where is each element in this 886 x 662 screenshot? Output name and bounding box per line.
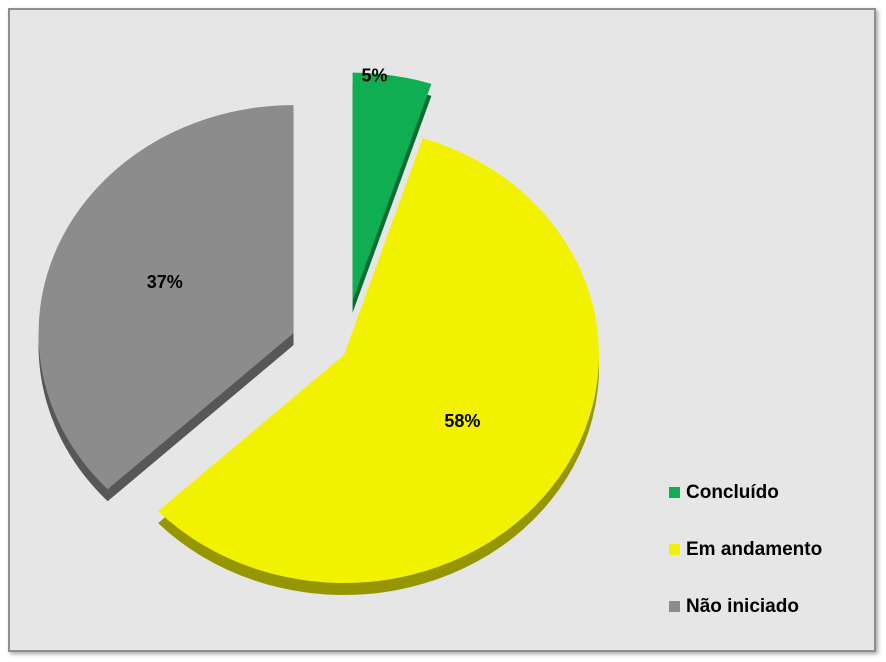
legend-swatch — [669, 487, 680, 498]
legend-item-em-andamento: Em andamento — [669, 537, 822, 562]
slice-nao-iniciado — [38, 105, 294, 490]
legend-swatch — [669, 544, 680, 555]
slice-concluido — [352, 72, 432, 301]
legend-swatch — [669, 601, 680, 612]
slice-tops — [38, 72, 599, 583]
legend: Concluído Em andamento Não iniciado — [669, 480, 822, 651]
legend-label: Concluído — [686, 481, 779, 503]
legend-item-concluido: Concluído — [669, 480, 822, 505]
legend-label: Não iniciado — [686, 595, 799, 617]
data-label-concluido: 5% — [362, 66, 388, 86]
slice-em-andamento — [158, 138, 599, 583]
data-label-em-andamento: 58% — [444, 411, 480, 431]
legend-label: Em andamento — [686, 538, 823, 560]
slice-labels: 5% 58% 37% — [147, 66, 481, 431]
data-label-nao-iniciado: 37% — [147, 272, 183, 292]
legend-item-nao-iniciado: Não iniciado — [669, 594, 822, 619]
